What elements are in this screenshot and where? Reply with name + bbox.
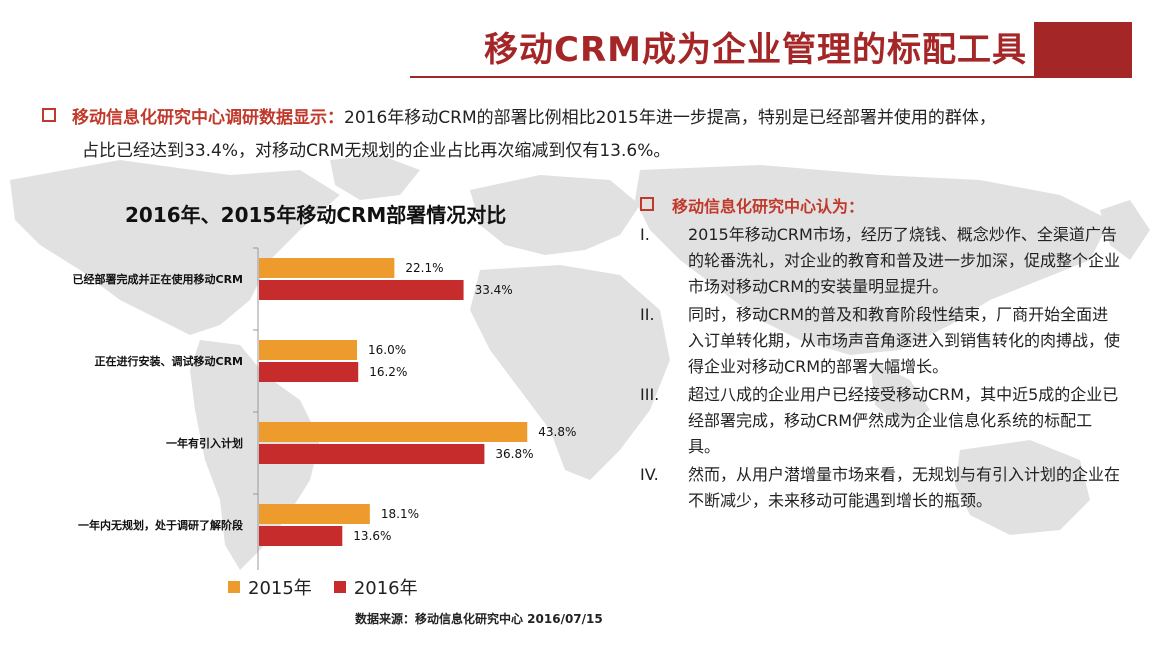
point-text: 然而，从用户潜增量市场来看，无规划与有引入计划的企业在不断减少，未来移动可能遇到… — [688, 465, 1121, 510]
intro-line1: 2016年移动CRM的部署比例相比2015年进一步提高，特别是已经部署并使用的群… — [344, 108, 996, 128]
intro-lead: 移动信息化研究中心调研数据显示： — [72, 108, 344, 128]
world-map-background — [10, 155, 1150, 570]
bar-value-label: 36.8% — [495, 447, 533, 461]
category-label: 一年有引入计划 — [166, 436, 243, 450]
analysis-heading: 移动信息化研究中心认为： — [640, 194, 1120, 220]
bar-value-label: 33.4% — [475, 283, 513, 297]
analysis-panel: 移动信息化研究中心认为： I. 2015年移动CRM市场，经历了烧钱、概念炒作、… — [640, 194, 1120, 516]
bar-value-label: 22.1% — [405, 261, 443, 275]
legend-label-2016: 2016年 — [353, 578, 418, 599]
analysis-point: II. 同时，移动CRM的普及和教育阶段性结束，厂商开始全面进入订单转化期，从市… — [640, 302, 1120, 380]
bar-value-label: 16.0% — [368, 343, 406, 357]
bar-value-label: 43.8% — [538, 425, 576, 439]
bar-2015年 — [259, 504, 370, 524]
page-title: 移动CRM成为企业管理的标配工具 — [484, 30, 1027, 70]
analysis-point: III. 超过八成的企业用户已经接受移动CRM，其中近5成的企业已经部署完成，移… — [640, 382, 1120, 460]
data-source: 数据来源：移动信息化研究中心 2016/07/15 — [355, 612, 603, 626]
chart-title: 2016年、2015年移动CRM部署情况对比 — [125, 203, 507, 227]
bar-2015年 — [259, 340, 357, 360]
legend-swatch-2015 — [228, 581, 240, 593]
bar-2016年 — [259, 280, 464, 300]
point-number: I. — [640, 225, 650, 244]
bar-value-label: 13.6% — [353, 529, 391, 543]
analysis-heading-text: 移动信息化研究中心认为： — [672, 197, 865, 216]
category-label: 已经部署完成并正在使用移动CRM — [73, 272, 244, 286]
bar-2015年 — [259, 258, 395, 278]
title-accent-block — [1034, 22, 1132, 76]
legend-item-2016: 2016年 — [333, 574, 418, 600]
bullet-square-icon — [640, 197, 654, 211]
bar-2015年 — [259, 422, 528, 442]
bar-value-label: 16.2% — [369, 365, 407, 379]
bar-2016年 — [259, 444, 485, 464]
point-number: IV. — [640, 465, 659, 484]
legend-item-2015: 2015年 — [228, 574, 312, 600]
chart-legend: 2015年 2016年 — [228, 574, 418, 600]
legend-swatch-2016 — [333, 581, 346, 593]
point-text: 超过八成的企业用户已经接受移动CRM，其中近5成的企业已经部署完成，移动CRM俨… — [688, 385, 1119, 456]
bullet-square-icon — [42, 108, 56, 122]
point-text: 2015年移动CRM市场，经历了烧钱、概念炒作、全渠道广告的轮番洗礼，对企业的教… — [688, 225, 1121, 296]
intro-line2: 占比已经达到33.4%，对移动CRM无规划的企业占比再次缩减到仅有13.6%。 — [82, 141, 671, 161]
bar-chart: 已经部署完成并正在使用移动CRM 22.1% 33.4% 正在进行安装、调试移动CRM… — [73, 247, 576, 570]
intro-text: 移动信息化研究中心调研数据显示：2016年移动CRM的部署比例相比2015年进一… — [42, 102, 1142, 168]
point-text: 同时，移动CRM的普及和教育阶段性结束，厂商开始全面进入订单转化期，从市场声音角… — [688, 305, 1121, 376]
title-divider — [410, 76, 1132, 78]
category-label: 一年内无规划，处于调研了解阶段 — [78, 518, 243, 532]
bar-2016年 — [259, 362, 359, 382]
point-number: III. — [640, 385, 660, 404]
point-number: II. — [640, 305, 655, 324]
bar-2016年 — [259, 526, 343, 546]
bar-value-label: 18.1% — [381, 507, 419, 521]
category-label: 正在进行安装、调试移动CRM — [95, 354, 244, 368]
analysis-point: I. 2015年移动CRM市场，经历了烧钱、概念炒作、全渠道广告的轮番洗礼，对企… — [640, 222, 1120, 300]
analysis-point: IV. 然而，从用户潜增量市场来看，无规划与有引入计划的企业在不断减少，未来移动… — [640, 462, 1120, 514]
legend-label-2015: 2015年 — [248, 578, 312, 599]
